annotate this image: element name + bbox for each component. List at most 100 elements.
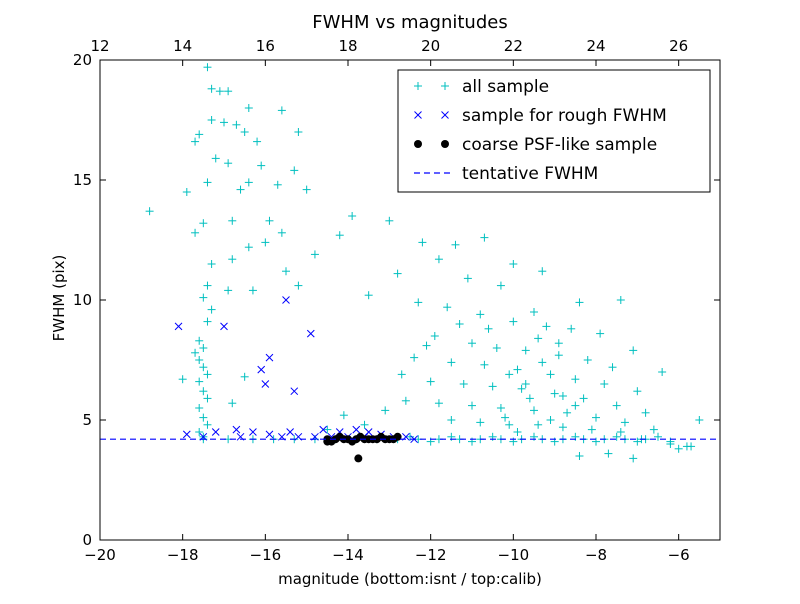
y-tick-label-4: 20 — [73, 51, 92, 69]
series-0-point-0 — [203, 63, 212, 72]
series-1-point-29 — [232, 425, 241, 434]
series-0-point-82 — [488, 382, 497, 391]
series-0-point-27 — [228, 216, 237, 225]
series-0-point-117 — [546, 416, 555, 424]
series-1-point-30 — [286, 428, 294, 436]
series-0-point-119 — [554, 339, 563, 348]
series-0-point-11 — [294, 128, 303, 136]
series-2-point-19 — [354, 454, 363, 463]
series-0-point-26 — [191, 228, 200, 237]
x-tick-label-6: −8 — [585, 546, 607, 564]
series-0-point-39 — [224, 286, 233, 295]
x-tick-label-1: −18 — [167, 546, 199, 564]
legend-entry-0: all sample — [414, 77, 549, 97]
axis-ticks: −20 −18 −16 −14 −12 −10 −8 −6 12 14 16 18 20 22 24 26 0 5… — [73, 37, 720, 564]
series-0-point-31 — [261, 238, 270, 247]
series-0-point-74 — [480, 360, 489, 369]
series-0-point-57 — [616, 296, 625, 304]
series-0-point-30 — [335, 231, 344, 240]
top-x-tick-label-2: 16 — [256, 37, 275, 55]
series-0-point-58 — [509, 317, 518, 326]
series-0-point-59 — [542, 322, 551, 331]
plot-area — [100, 63, 720, 463]
series-0-point-99 — [505, 420, 514, 429]
x-tick-label-3: −14 — [332, 546, 364, 564]
series-1-point-29-b — [232, 425, 241, 434]
series-1-point-6 — [261, 380, 270, 388]
series-1-point-1 — [220, 322, 228, 331]
series-0-point-7 — [220, 118, 228, 127]
series-0-point-83 — [517, 384, 526, 393]
series-0-point-28 — [265, 216, 274, 225]
series-0-point-142 — [195, 404, 204, 412]
series-0-point-72 — [410, 353, 419, 362]
series-1-point-17-b — [236, 432, 245, 441]
series-0-point-179 — [654, 432, 662, 441]
series-0-point-149 — [228, 399, 237, 408]
legend-swatch-2-b — [441, 140, 449, 148]
series-1-point-0-b — [174, 322, 183, 331]
x-axis-label: magnitude (bottom:isnt / top:calib) — [278, 570, 542, 588]
series-0-point-112 — [538, 358, 547, 367]
series-0-point-98 — [476, 418, 485, 427]
series-0-point-8 — [232, 120, 241, 129]
x-tick-label-2: −16 — [250, 546, 282, 564]
series-0-point-22 — [273, 180, 282, 189]
series-0-point-21 — [182, 188, 191, 196]
legend-entry-1: sample for rough FWHM — [414, 106, 667, 126]
series-0-point-65 — [430, 332, 439, 340]
series-0-point-64 — [695, 416, 704, 424]
top-x-tick-label-0: 12 — [90, 37, 109, 55]
legend-swatch-1-a-b — [414, 111, 422, 119]
series-0-point-54 — [476, 310, 485, 319]
legend-swatch-1-b — [441, 111, 449, 119]
series-1-point-18-b — [211, 428, 220, 436]
series-0-point-147 — [178, 375, 187, 384]
series-1-point-5 — [257, 365, 266, 374]
series-0-point-141 — [203, 394, 212, 403]
series-0-point-81 — [459, 380, 468, 388]
series-0-point-92 — [530, 406, 538, 415]
series-0-point-2 — [215, 87, 224, 96]
legend-label-3: tentative FWHM — [462, 164, 598, 184]
series-1-point-7 — [290, 387, 299, 396]
series-0-point-36 — [310, 250, 319, 259]
series-0-point-77 — [571, 375, 580, 384]
series-0-point-137 — [199, 363, 208, 372]
series-0-point-17 — [290, 166, 299, 175]
series-0-point-90 — [468, 401, 476, 410]
y-tick-label-0: 0 — [82, 531, 92, 549]
series-1-point-8 — [319, 425, 328, 434]
series-1-point-1-b — [220, 322, 228, 331]
series-0-point-135 — [191, 348, 200, 357]
series-0-point-143 — [199, 413, 208, 422]
series-0-point-50 — [496, 281, 505, 290]
series-0-point-24 — [199, 219, 208, 228]
legend-label-1: sample for rough FWHM — [462, 106, 667, 126]
series-0-point-145 — [195, 428, 204, 436]
chart-title: FWHM vs magnitudes — [312, 12, 507, 33]
series-0-point-94 — [592, 413, 600, 422]
series-0-point-116 — [513, 428, 522, 436]
series-0-point-14 — [211, 154, 220, 163]
series-0-point-29 — [277, 228, 286, 237]
series-0-point-42 — [418, 238, 427, 247]
series-0-point-123 — [422, 341, 431, 350]
series-0-point-102 — [587, 425, 596, 434]
series-0-point-56 — [575, 298, 584, 307]
series-0-point-3 — [224, 87, 233, 96]
series-0-point-132 — [203, 317, 212, 326]
series-0-point-100 — [534, 420, 543, 429]
x-tick-label-4: −12 — [415, 546, 447, 564]
series-0-point-136 — [195, 356, 204, 364]
series-1-point-21-b — [278, 432, 286, 441]
series-0-point-129 — [203, 281, 212, 290]
series-0-point-46 — [509, 260, 518, 268]
legend: all sample sample for rough FWHM coarse PS… — [397, 69, 711, 193]
series-0-point-5 — [277, 106, 286, 115]
series-1-point-3-b — [306, 329, 315, 338]
series-0-point-63 — [658, 368, 667, 376]
series-0-point-86 — [612, 401, 621, 410]
series-1-point-16-b — [182, 430, 191, 439]
series-0-point-139 — [195, 377, 204, 386]
